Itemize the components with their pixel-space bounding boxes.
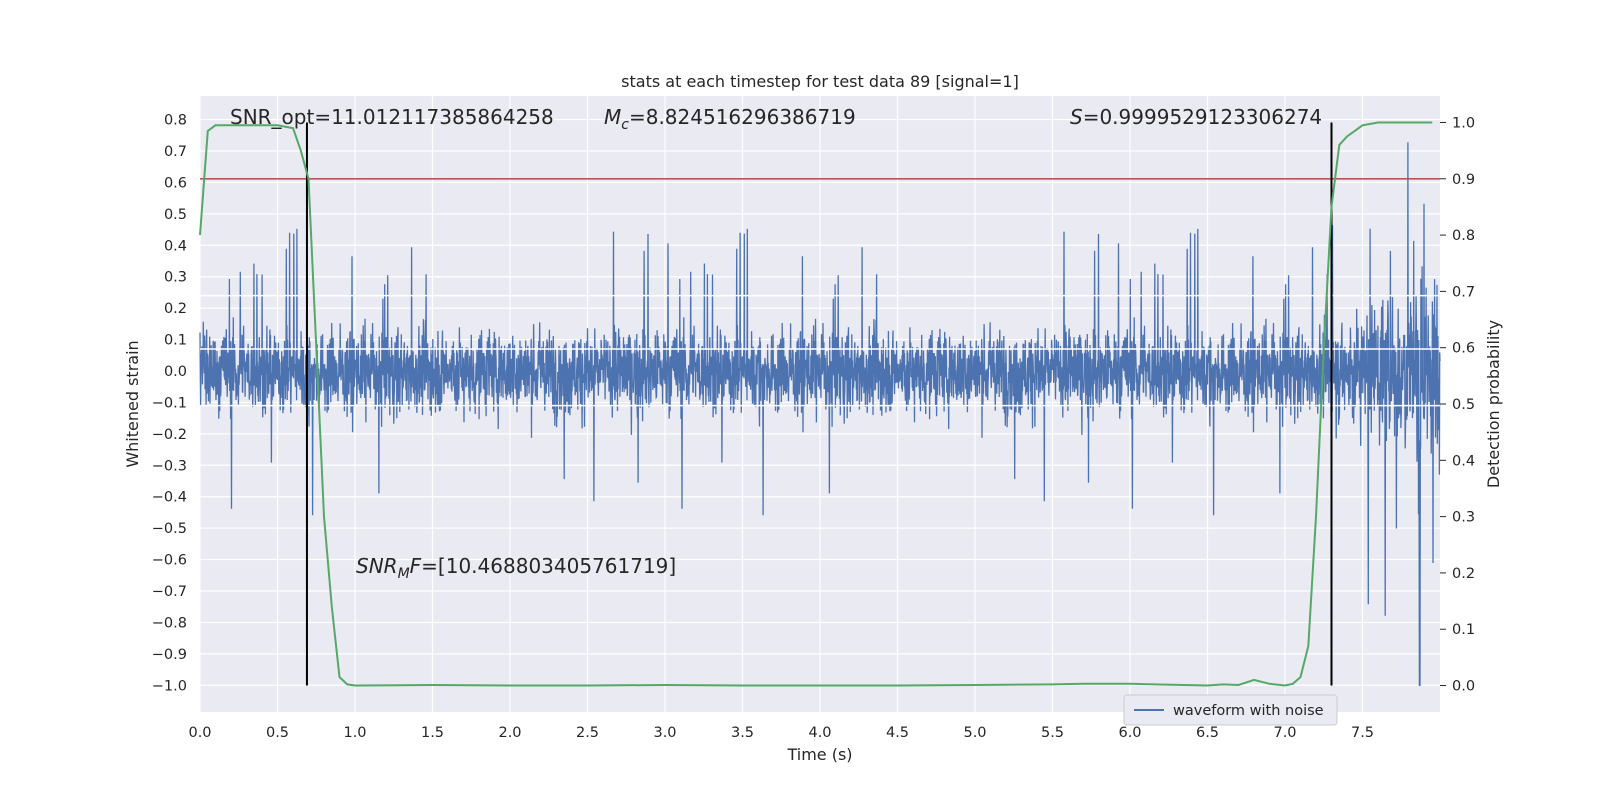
y-tick-label: 0.8 bbox=[164, 113, 187, 129]
y-tick-label: −0.6 bbox=[152, 553, 187, 569]
snr-mf-annotation: SNRMF=[10.468803405761719] bbox=[356, 554, 676, 582]
y-tick-label: 0.1 bbox=[164, 333, 187, 349]
snr-mf-value: =[10.468803405761719] bbox=[421, 554, 676, 578]
snr-mf-symbol: SNR bbox=[356, 554, 398, 578]
y-axis-label: Whitened strain bbox=[123, 340, 142, 467]
chart-title: stats at each timestep for test data 89 … bbox=[621, 72, 1019, 91]
y-tick-label: −0.2 bbox=[152, 427, 187, 443]
s-symbol: S bbox=[1070, 105, 1083, 129]
detection-probability-series bbox=[199, 121, 1433, 687]
waveform-series bbox=[199, 142, 1441, 686]
s-value: =0.9999529123306274 bbox=[1083, 105, 1322, 129]
x-tick-label: 6.5 bbox=[1196, 725, 1219, 741]
y2-tick-label: 0.1 bbox=[1452, 622, 1475, 638]
y-tick-label: −0.9 bbox=[152, 647, 187, 663]
s-annotation: S=0.9999529123306274 bbox=[1070, 105, 1322, 129]
y-tick-label: 0.0 bbox=[164, 364, 187, 380]
y-tick-label: 0.7 bbox=[164, 144, 187, 160]
legend: waveform with noise bbox=[1123, 694, 1338, 726]
x-tick-label: 4.0 bbox=[808, 725, 831, 741]
x-tick-label: 5.0 bbox=[963, 725, 986, 741]
x-tick-label: 0.0 bbox=[188, 725, 211, 741]
y-tick-label: −1.0 bbox=[152, 678, 187, 694]
x-tick-label: 3.5 bbox=[731, 725, 754, 741]
x-tick-label: 1.0 bbox=[343, 725, 366, 741]
chirp-mass-symbol: M bbox=[604, 105, 621, 129]
snr-mf-symbol2: F bbox=[410, 554, 422, 578]
x-tick-label: 1.5 bbox=[421, 725, 444, 741]
x-tick-label: 2.0 bbox=[498, 725, 521, 741]
legend-box bbox=[1123, 694, 1338, 726]
chirp-mass-annotation: Mc=8.824516296386719 bbox=[604, 105, 856, 133]
legend-waveform-label: waveform with noise bbox=[1173, 703, 1324, 719]
y-tick-label: −0.1 bbox=[152, 395, 187, 411]
snr-mf-subscript: M bbox=[398, 566, 410, 582]
x-ticks: 0.0 0.5 1.0 1.5 2.0 2.5 3.0 3.5 4.0 4.5 5.0 5.5 6.0 6… bbox=[188, 725, 1374, 741]
y2-ticks: 1.0 0.9 0.8 0.7 0.6 0.5 0.4 0.3 0.2 0.1 0.0 bbox=[1440, 115, 1475, 695]
y2-tick-label: 0.4 bbox=[1452, 453, 1475, 469]
y2-tick-label: 0.9 bbox=[1452, 172, 1475, 188]
y2-tick-label: 0.3 bbox=[1452, 510, 1475, 526]
y-tick-label: −0.5 bbox=[152, 521, 187, 537]
y2-tick-label: 0.8 bbox=[1452, 228, 1475, 244]
x-tick-label: 7.0 bbox=[1273, 725, 1296, 741]
y2-tick-label: 0.2 bbox=[1452, 566, 1475, 582]
snr-opt-annotation: SNR_opt=11.012117385864258 bbox=[230, 105, 554, 129]
waveform-band-lines bbox=[200, 294, 1440, 407]
y-tick-label: −0.8 bbox=[152, 615, 187, 631]
x-tick-label: 6.0 bbox=[1118, 725, 1141, 741]
y2-tick-label: 1.0 bbox=[1452, 115, 1475, 131]
x-tick-label: 2.5 bbox=[576, 725, 599, 741]
y-tick-label: 0.2 bbox=[164, 301, 187, 317]
x-tick-label: 7.5 bbox=[1351, 725, 1374, 741]
y-tick-label: 0.3 bbox=[164, 270, 187, 286]
x-tick-label: 5.5 bbox=[1041, 725, 1064, 741]
y2-tick-label: 0.0 bbox=[1452, 679, 1475, 695]
y2-axis-label: Detection probability bbox=[1484, 320, 1503, 488]
y-tick-label: 0.5 bbox=[164, 207, 187, 223]
x-axis-label: Time (s) bbox=[786, 745, 852, 764]
y-tick-label: −0.3 bbox=[152, 458, 187, 474]
y-ticks: 0.8 0.7 0.6 0.5 0.4 0.3 0.2 0.1 0.0 −0.1 −0.2 −0.3 −… bbox=[152, 113, 187, 695]
chirp-mass-value: =8.824516296386719 bbox=[629, 105, 856, 129]
x-tick-label: 3.0 bbox=[653, 725, 676, 741]
y2-tick-label: 0.7 bbox=[1452, 284, 1475, 300]
y-tick-label: 0.4 bbox=[164, 238, 187, 254]
y-tick-label: −0.4 bbox=[152, 490, 187, 506]
waveform-line bbox=[199, 142, 1441, 686]
chirp-mass-subscript: c bbox=[621, 117, 629, 133]
y2-tick-label: 0.6 bbox=[1452, 341, 1475, 357]
y-tick-label: 0.6 bbox=[164, 175, 187, 191]
x-tick-label: 4.5 bbox=[886, 725, 909, 741]
y2-tick-label: 0.5 bbox=[1452, 397, 1475, 413]
y-tick-label: −0.7 bbox=[152, 584, 187, 600]
x-tick-label: 0.5 bbox=[266, 725, 289, 741]
